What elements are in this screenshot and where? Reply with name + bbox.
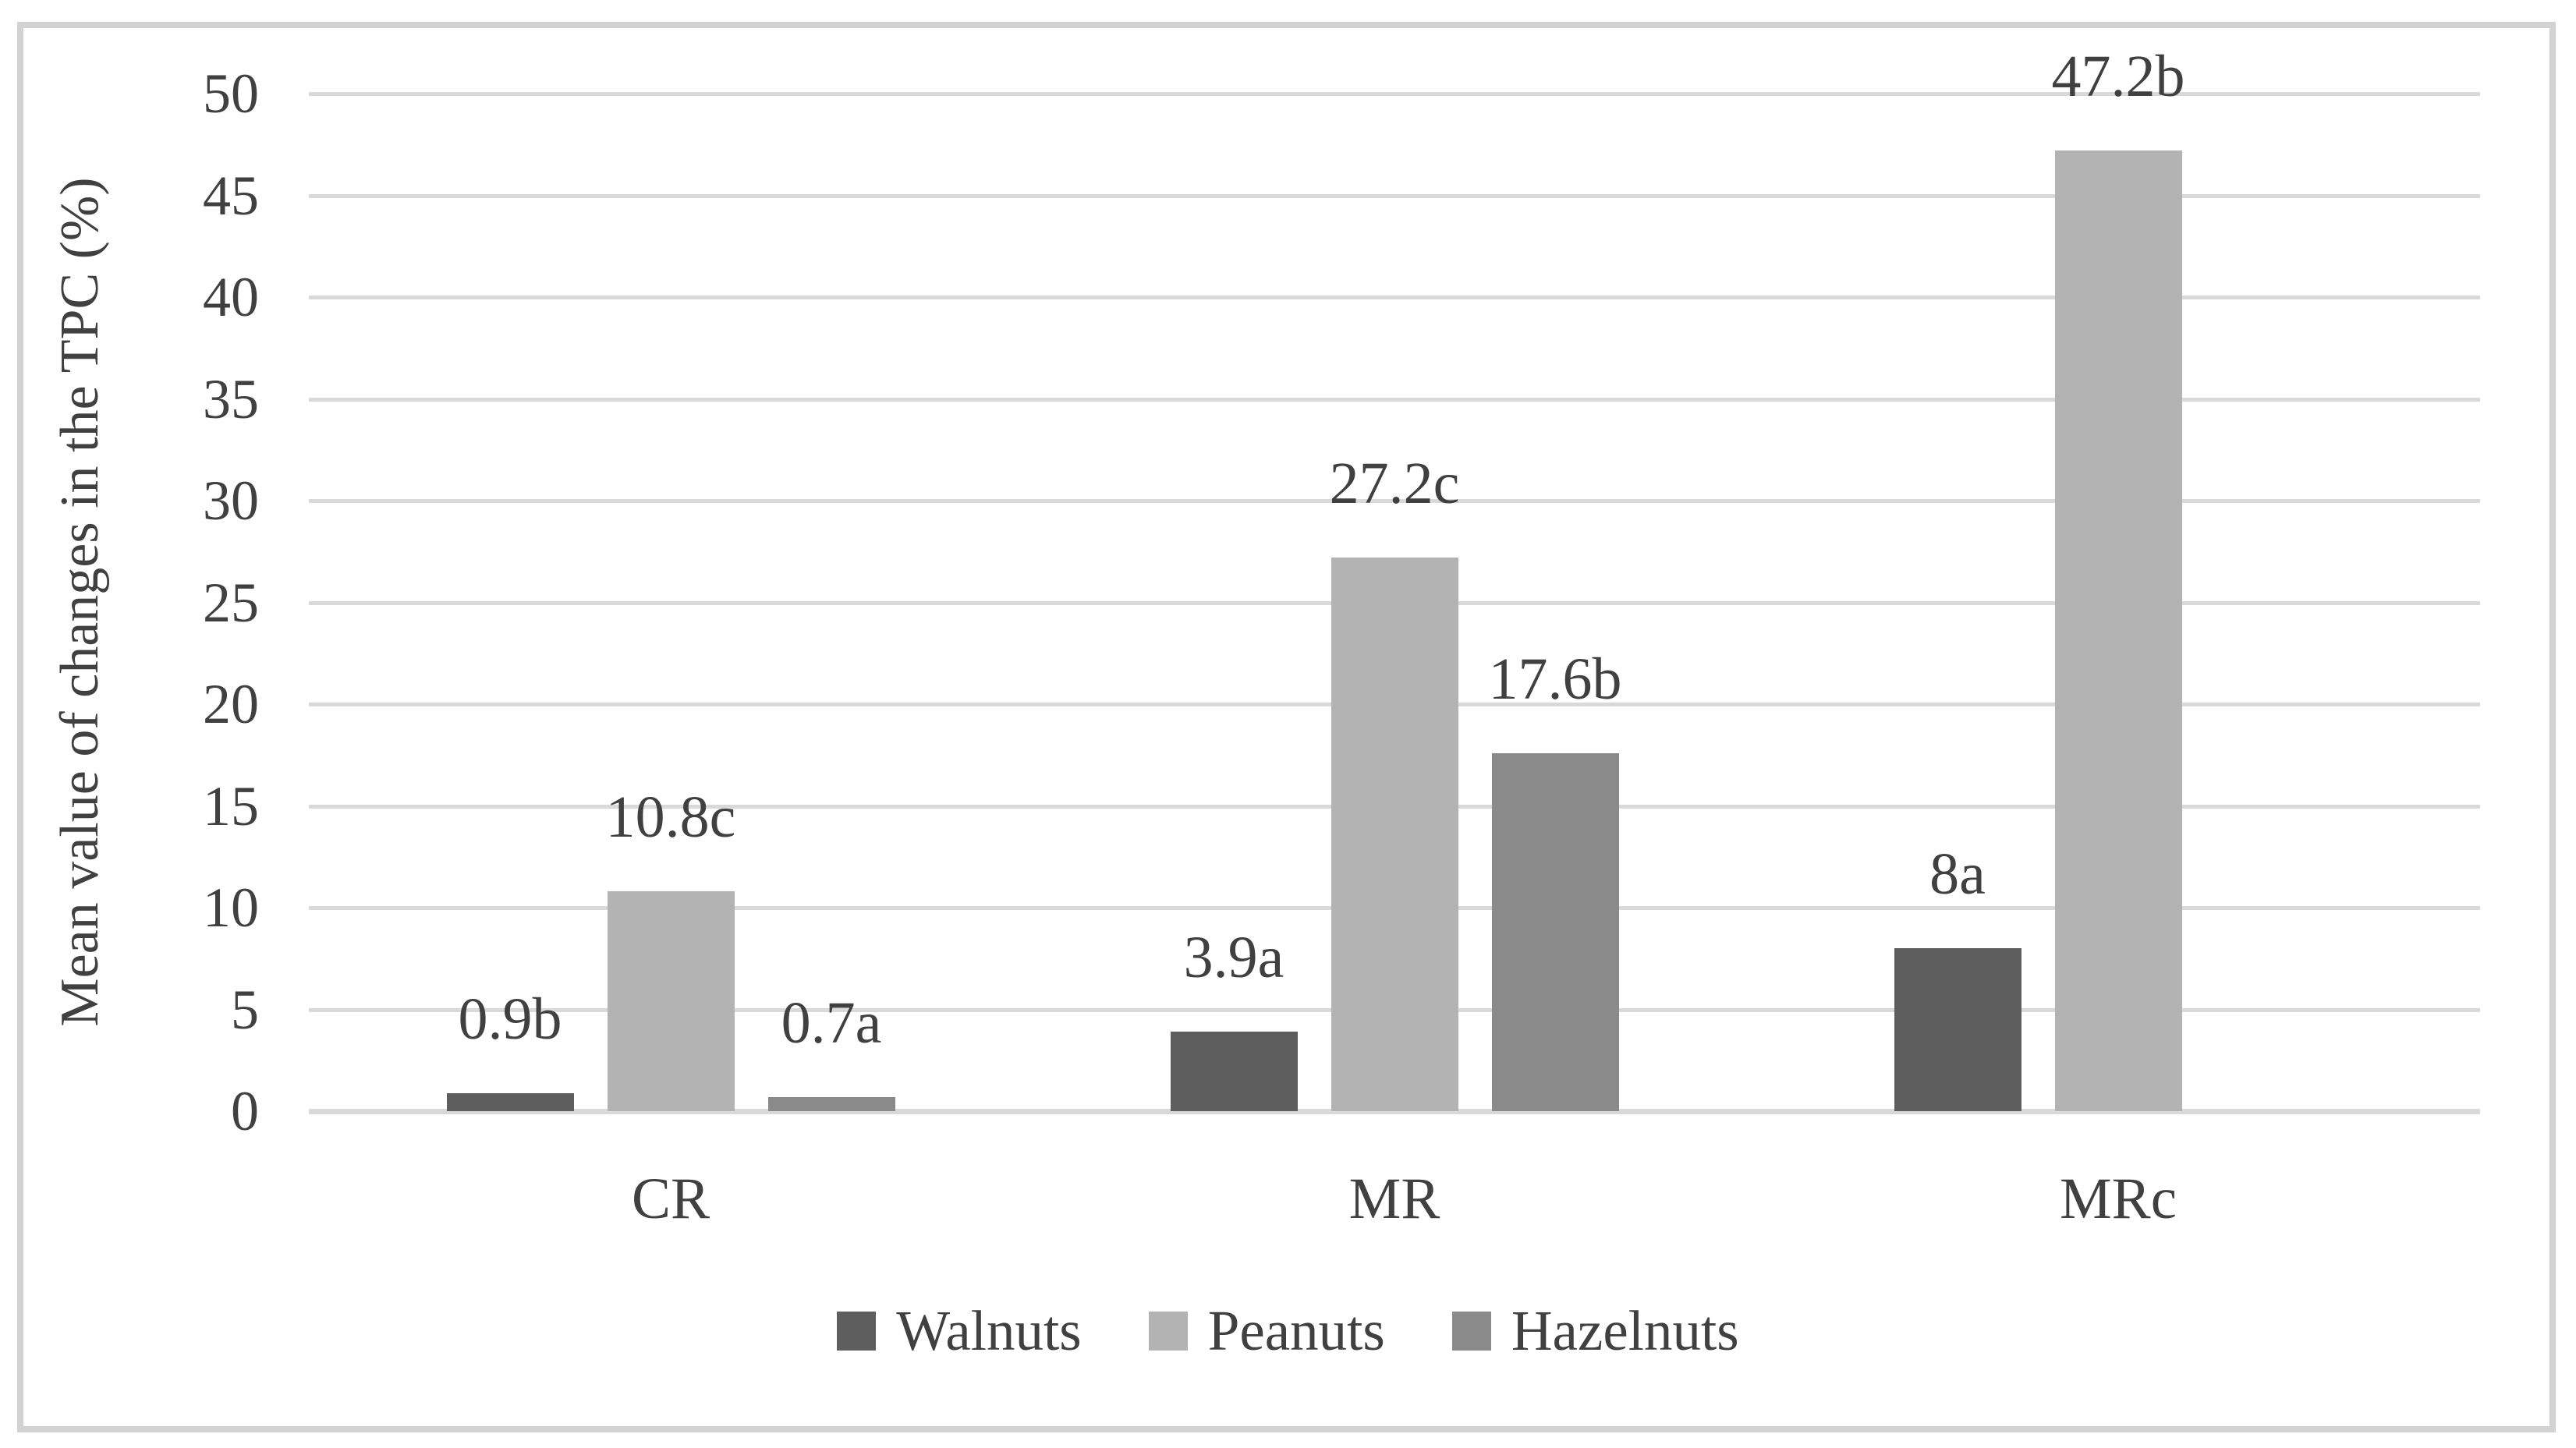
category-label: MRc (2060, 1167, 2177, 1231)
legend-label: Peanuts (1207, 1299, 1385, 1362)
y-tick-label: 30 (203, 469, 259, 532)
legend-label: Hazelnuts (1511, 1299, 1739, 1362)
legend-swatch-icon (1148, 1312, 1188, 1351)
y-tick-label: 35 (203, 367, 259, 430)
x-axis-line (309, 1109, 2480, 1114)
y-tick-label: 50 (203, 62, 259, 125)
data-label: 27.2c (1329, 451, 1460, 517)
y-tick-label: 25 (203, 571, 259, 634)
y-tick-label: 20 (203, 673, 259, 735)
data-label: 47.2b (2051, 44, 2185, 110)
data-label: 0.7a (781, 990, 882, 1056)
y-tick-label: 10 (203, 876, 259, 939)
legend-item-walnuts: Walnuts (837, 1299, 1082, 1362)
y-tick-label: 45 (203, 164, 259, 227)
legend-label: Walnuts (896, 1299, 1082, 1362)
category-label: MR (1348, 1167, 1440, 1231)
y-tick-label: 5 (231, 978, 259, 1041)
grid-line (309, 92, 2480, 96)
data-label: 10.8c (605, 784, 736, 851)
y-tick-label: 0 (231, 1080, 259, 1142)
bar-hazelnuts-cr (767, 1096, 895, 1111)
bar-peanuts-cr (607, 891, 735, 1111)
data-label: 8a (1929, 841, 1986, 908)
legend-swatch-icon (837, 1312, 877, 1351)
grid-line (309, 296, 2480, 299)
bar-hazelnuts-mr (1491, 752, 1619, 1111)
data-label: 0.9b (458, 986, 562, 1052)
grid-line (309, 397, 2480, 402)
plot-area: 0.9b 10.8c 0.7a CR 3.9a 27.2c 17.6b MR 8a 47.2b MR… (309, 45, 2480, 1230)
y-tick-label: 40 (203, 266, 259, 328)
bar-peanuts-mrc (2054, 150, 2182, 1111)
data-label: 17.6b (1488, 646, 1622, 712)
data-label: 3.9a (1183, 925, 1284, 991)
category-label: CR (631, 1167, 710, 1231)
grid-line (309, 193, 2480, 198)
legend: Walnuts Peanuts Hazelnuts (0, 1301, 2576, 1361)
bar-walnuts-mrc (1894, 948, 2021, 1111)
legend-item-hazelnuts: Hazelnuts (1451, 1299, 1739, 1362)
legend-swatch-icon (1451, 1312, 1491, 1351)
grid-line (309, 499, 2480, 503)
legend-item-peanuts: Peanuts (1148, 1299, 1385, 1362)
bar-walnuts-cr (446, 1092, 574, 1111)
bar-peanuts-mr (1331, 558, 1458, 1111)
bar-walnuts-mr (1170, 1032, 1298, 1111)
y-tick-label: 15 (203, 774, 259, 837)
